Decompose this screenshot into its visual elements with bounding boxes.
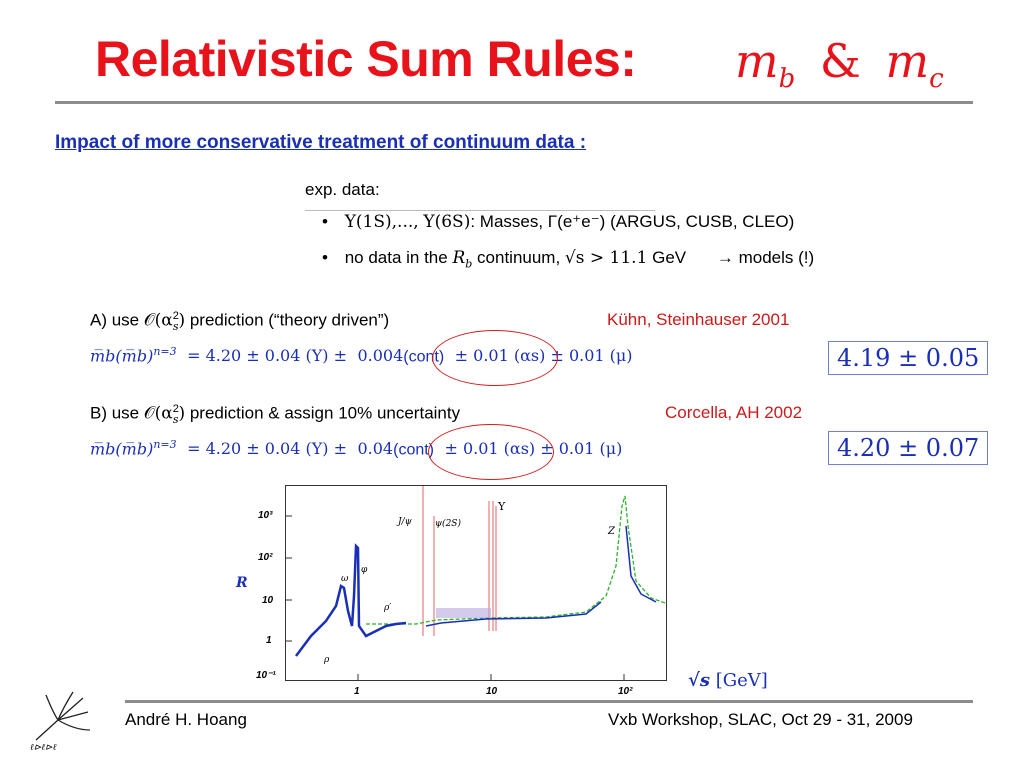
option-a-result: 4.19 ± 0.05 bbox=[828, 341, 989, 375]
option-a-order-sub: s bbox=[172, 320, 179, 334]
option-a-label: A) use 𝒪(α2s) prediction (“theory driven… bbox=[90, 310, 389, 333]
upsilon-label: Υ bbox=[497, 500, 506, 513]
title-math-m2: m bbox=[885, 34, 930, 88]
sqrt-s-threshold: √s > 11.1 bbox=[564, 248, 648, 268]
mb-lhs: m̅b(m̅b) bbox=[90, 439, 154, 459]
exp-data-bullet-2: • no data in the Rb continuum, √s > 11.1… bbox=[322, 248, 814, 270]
bullet-dot: • bbox=[322, 248, 328, 267]
plot-y-tick: 10 bbox=[262, 595, 274, 606]
title-math-b: b bbox=[778, 64, 796, 95]
bullet-2-post: GeV bbox=[647, 248, 687, 267]
slide-title: Relativistic Sum Rules: bbox=[95, 31, 637, 87]
r-ratio-plot: J/ψ ψ(2S) Υ Z ω φ ρ′ ρ bbox=[285, 485, 667, 681]
plot-x-tick: 10 bbox=[486, 686, 498, 697]
option-b-post: prediction & assign 10% uncertainty bbox=[185, 403, 461, 423]
plot-x-tick: 10² bbox=[618, 686, 633, 697]
plot-ticks bbox=[286, 515, 625, 680]
mb-exp: n=3 bbox=[153, 438, 177, 451]
title-math-c: c bbox=[929, 64, 944, 95]
fit-curve bbox=[366, 495, 666, 625]
logo: ℓ⊳ℓ⊳ℓ bbox=[28, 690, 98, 757]
option-b-order-sub: s bbox=[172, 413, 179, 427]
footer-author: André H. Hoang bbox=[125, 710, 247, 729]
option-b-order: 𝒪(α bbox=[143, 403, 173, 424]
option-b-cont-highlight bbox=[428, 424, 554, 480]
exp-data-bullet-1: • Υ(1S),..., Υ(6S): Masses, Γ(e⁺e⁻) (ARG… bbox=[322, 212, 794, 232]
upsilon-6s: Υ(6S) bbox=[423, 212, 471, 232]
option-b-result: 4.20 ± 0.07 bbox=[828, 431, 989, 465]
option-a-pre: A) use bbox=[90, 310, 144, 330]
plot-y-axis-label: R bbox=[236, 575, 248, 591]
option-b-order-sup: 2 bbox=[172, 403, 179, 415]
title-math-m1: m bbox=[735, 34, 779, 88]
jpsi-label: J/ψ bbox=[396, 517, 413, 527]
option-a-order: 𝒪(α bbox=[143, 310, 173, 331]
title-divider bbox=[55, 101, 973, 104]
psi2s-label: ψ(2S) bbox=[435, 518, 461, 529]
rb-symbol: R bbox=[452, 248, 466, 268]
mb-exp: n=3 bbox=[153, 345, 177, 358]
bullet-2-pre: no data in the bbox=[344, 248, 453, 267]
rho-prime-label: ρ′ bbox=[383, 603, 391, 613]
plot-x-axis-label: √s [GeV] bbox=[688, 670, 768, 691]
feynman-logo-icon: ℓ⊳ℓ⊳ℓ bbox=[30, 691, 91, 753]
option-a-order-close: ) bbox=[178, 310, 186, 331]
bullet-2-mid: continuum, bbox=[472, 248, 565, 267]
footer-event: Vxb Workshop, SLAC, Oct 29 - 31, 2009 bbox=[608, 710, 913, 729]
title-math-amp: & bbox=[819, 34, 861, 88]
exp-data-rule bbox=[305, 210, 655, 211]
cont-value: 0.04 bbox=[357, 439, 394, 459]
continuum-band bbox=[436, 608, 491, 618]
option-b-reference: Corcella, AH 2002 bbox=[665, 403, 803, 422]
continuum-data bbox=[425, 601, 602, 627]
z-label: Z bbox=[607, 526, 616, 537]
plot-x-tick: 1 bbox=[354, 686, 360, 697]
rho-label: ρ bbox=[323, 655, 330, 665]
low-energy-data bbox=[295, 543, 407, 657]
resonance-lines bbox=[422, 486, 497, 636]
models-arrow: → models (!) bbox=[716, 248, 815, 267]
bullet-dot: • bbox=[322, 212, 328, 231]
plot-y-tick: 1 bbox=[266, 635, 272, 646]
cont-label: (cont) bbox=[393, 441, 435, 459]
cont-value: 0.004 bbox=[357, 346, 404, 366]
plot-y-tick: 10² bbox=[258, 552, 273, 563]
option-a-order-sup: 2 bbox=[172, 310, 179, 322]
bullet-1-text: : Masses, Γ(e⁺e⁻) (ARGUS, CUSB, CLEO) bbox=[470, 212, 795, 231]
mb-lhs: m̅b(m̅b) bbox=[90, 346, 154, 366]
footer-divider bbox=[125, 700, 973, 703]
omega-label: ω bbox=[341, 574, 349, 584]
rb-sub: b bbox=[465, 257, 473, 271]
option-b-label: B) use 𝒪(α2s) prediction & assign 10% un… bbox=[90, 403, 460, 426]
option-b-order-close: ) bbox=[178, 403, 186, 424]
subtitle: Impact of more conservative treatment of… bbox=[55, 132, 587, 153]
upsilon-1s: Υ(1S),..., bbox=[344, 212, 419, 232]
phi-label: φ bbox=[361, 565, 368, 575]
option-a-post: prediction (“theory driven”) bbox=[185, 310, 390, 330]
exp-data-heading: exp. data: bbox=[305, 180, 380, 199]
r-ratio-plot-svg: J/ψ ψ(2S) Υ Z ω φ ρ′ ρ bbox=[286, 486, 666, 680]
plot-y-tick: 10⁻¹ bbox=[256, 670, 276, 681]
formula-main: = 4.20 ± 0.04 (Υ) ± bbox=[187, 439, 348, 459]
option-a-cont-highlight bbox=[432, 330, 558, 386]
gev-unit: [GeV] bbox=[715, 670, 768, 691]
option-a-reference: Kühn, Steinhauser 2001 bbox=[607, 310, 790, 329]
svg-text:ℓ⊳ℓ⊳ℓ: ℓ⊳ℓ⊳ℓ bbox=[30, 743, 57, 752]
option-b-pre: B) use bbox=[90, 403, 144, 423]
title-math: mb & mc bbox=[735, 34, 944, 94]
plot-y-tick: 10³ bbox=[258, 510, 273, 521]
sqrt-s-label: √s bbox=[688, 670, 710, 691]
formula-main: = 4.20 ± 0.04 (Υ) ± bbox=[187, 346, 348, 366]
z-peak-data bbox=[625, 525, 657, 603]
